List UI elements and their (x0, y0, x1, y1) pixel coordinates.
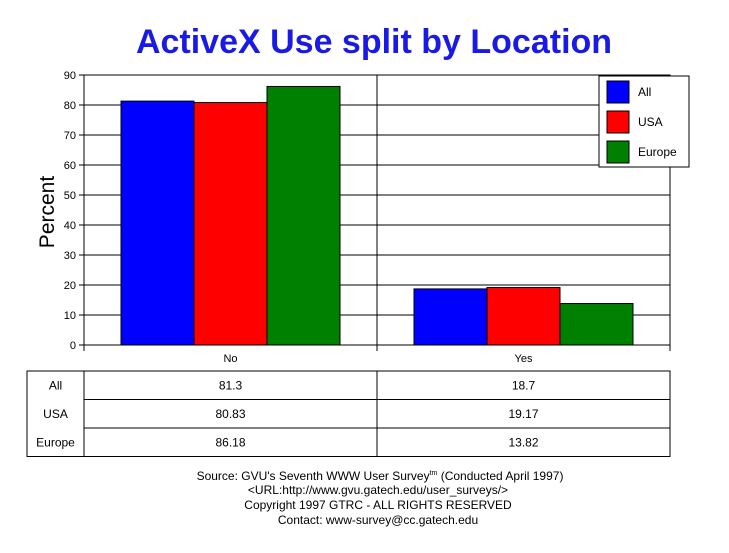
legend-label-usa: USA (638, 115, 663, 129)
footer-contact: Contact: www-survey@cc.gatech.edu (278, 513, 478, 527)
chart-title: ActiveX Use split by Location (136, 23, 612, 61)
footer-copyright: Copyright 1997 GTRC - ALL RIGHTS RESERVE… (244, 498, 512, 512)
y-tick-label: 40 (64, 220, 76, 232)
bar-all-yes (413, 288, 488, 346)
y-tick-label: 10 (64, 310, 76, 322)
y-tick-label: 80 (64, 100, 76, 112)
table-row-header: USA (43, 407, 68, 421)
footer-source-sup: tm (430, 470, 438, 477)
table-row-header: All (49, 378, 62, 392)
footer: Source: GVU's Seventh WWW User Surveytm … (197, 469, 564, 527)
bar-europe-yes (559, 303, 634, 346)
y-tick-label: 90 (64, 70, 76, 82)
legend-label-all: All (638, 85, 651, 99)
table-cell: 13.82 (508, 435, 538, 449)
x-tick-label: No (223, 353, 237, 365)
y-tick-label: 30 (64, 250, 76, 262)
footer-source-suffix: (Conducted April 1997) (437, 469, 563, 483)
x-tick-label: Yes (515, 353, 533, 365)
footer-source-prefix: Source: GVU's Seventh WWW User Survey (197, 469, 430, 483)
y-tick-label: 0 (70, 340, 76, 352)
table-cell: 86.18 (215, 435, 245, 449)
table-row-header: Europe (36, 435, 75, 449)
footer-source: Source: GVU's Seventh WWW User Surveytm … (197, 469, 564, 483)
y-tick-label: 50 (64, 190, 76, 202)
legend-swatch-usa (606, 110, 630, 134)
bar-europe-no (266, 85, 341, 346)
y-tick-label: 60 (64, 160, 76, 172)
bar-all-no (120, 100, 195, 346)
table-cell: 19.17 (508, 407, 538, 421)
legend-swatch-all (606, 80, 630, 104)
table-cell: 81.3 (219, 378, 243, 392)
bar-usa-yes (486, 286, 561, 346)
legend-label-europe: Europe (638, 145, 677, 159)
legend: All USA Europe (598, 75, 690, 168)
y-axis-label: Percent (36, 176, 59, 249)
legend-swatch-europe (606, 140, 630, 164)
footer-url: <URL:http://www.gvu.gatech.edu/user_surv… (248, 483, 508, 497)
y-tick-label: 20 (64, 280, 76, 292)
table-border (26, 370, 671, 457)
y-axis: 0 10 20 30 40 50 60 70 80 90 (64, 70, 85, 352)
x-axis: No Yes (83, 344, 671, 365)
bars (120, 85, 634, 346)
data-table: All 81.3 18.7 USA 80.83 19.17 Europe 86.18 13.82 (26, 370, 671, 457)
table-cell: 18.7 (512, 378, 536, 392)
y-tick-label: 70 (64, 130, 76, 142)
bar-usa-no (193, 102, 268, 346)
table-cell: 80.83 (215, 407, 245, 421)
